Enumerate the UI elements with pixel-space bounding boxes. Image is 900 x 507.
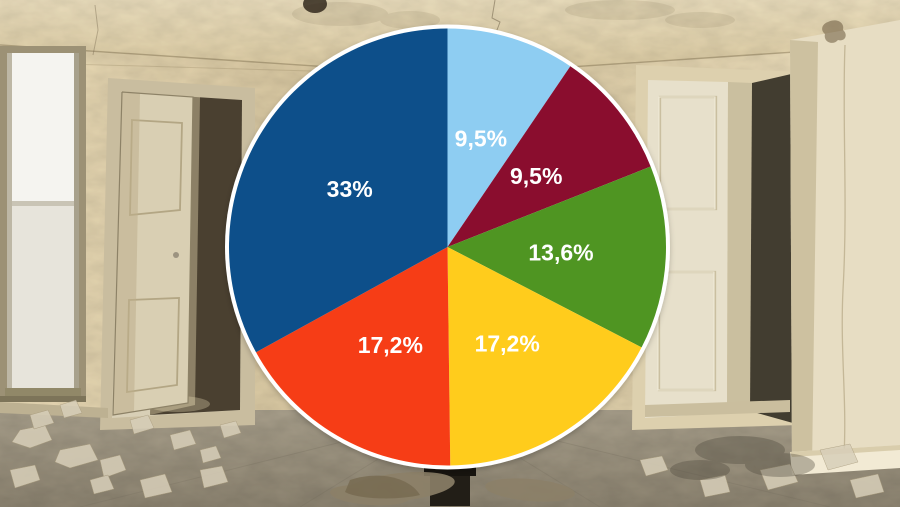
svg-text:13,6%: 13,6% xyxy=(528,240,593,266)
svg-text:17,2%: 17,2% xyxy=(358,332,423,358)
svg-text:33%: 33% xyxy=(327,176,373,202)
svg-text:17,2%: 17,2% xyxy=(475,331,540,357)
svg-text:9,5%: 9,5% xyxy=(510,163,562,189)
svg-text:9,5%: 9,5% xyxy=(455,125,507,151)
